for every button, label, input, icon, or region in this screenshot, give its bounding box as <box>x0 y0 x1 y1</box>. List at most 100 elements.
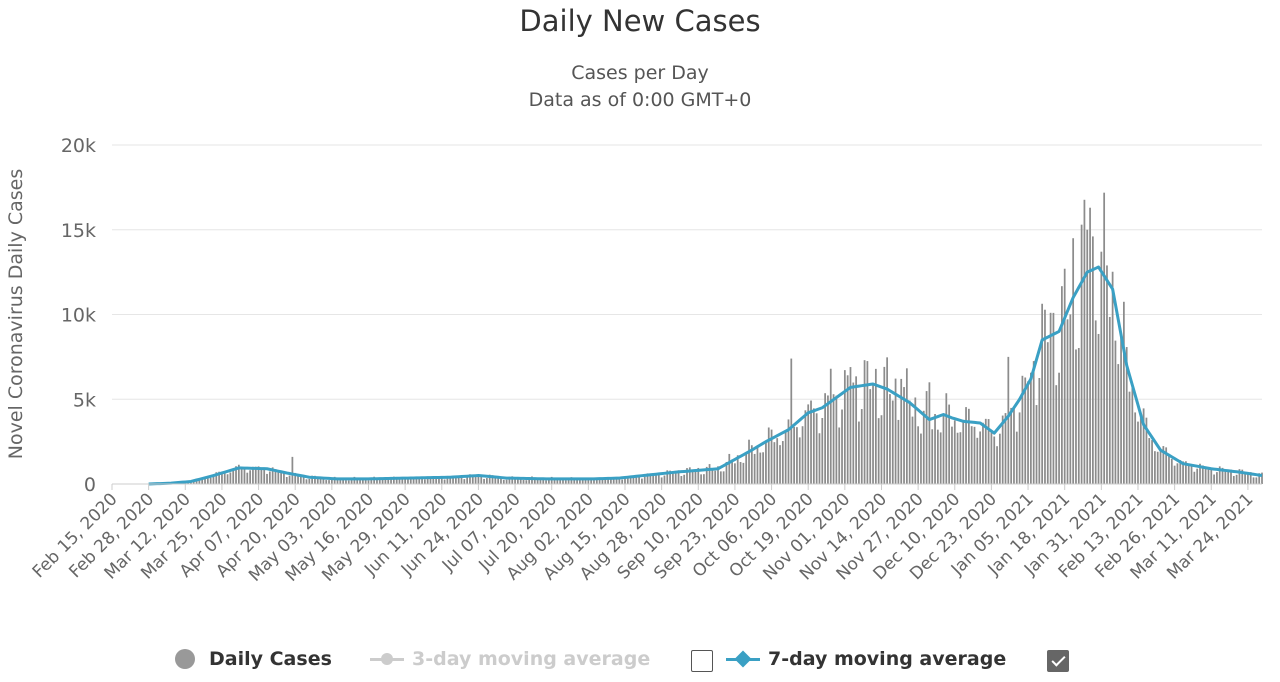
daily-case-bar <box>1148 438 1151 484</box>
daily-case-bar <box>903 387 905 484</box>
daily-case-bar <box>376 477 378 484</box>
daily-case-bar <box>252 466 254 484</box>
daily-case-bar <box>488 474 491 484</box>
three-day-average-checkbox[interactable] <box>691 650 713 672</box>
daily-case-bar <box>378 479 381 484</box>
daily-case-bar <box>319 478 322 484</box>
daily-case-bar <box>601 479 604 484</box>
daily-case-bar <box>373 476 376 484</box>
daily-case-bar <box>655 473 657 484</box>
daily-case-bar <box>1100 251 1103 484</box>
daily-case-bar <box>750 445 753 484</box>
daily-case-bar <box>1201 465 1204 484</box>
daily-case-bar <box>1086 229 1089 484</box>
daily-case-bar <box>412 476 415 484</box>
daily-case-bar <box>1156 451 1159 484</box>
y-axis-label: Novel Coronavirus Daily Cases <box>5 169 27 460</box>
daily-case-bar <box>305 479 308 484</box>
daily-case-bar <box>1187 463 1190 484</box>
daily-case-bar <box>838 427 841 484</box>
daily-case-bar <box>742 462 745 484</box>
daily-case-bar <box>221 473 223 484</box>
daily-case-bar <box>1013 408 1015 484</box>
daily-case-bar <box>1001 415 1004 484</box>
daily-case-bar <box>570 477 573 484</box>
daily-case-bar <box>984 418 987 484</box>
daily-case-bar <box>827 395 829 484</box>
daily-case-bar <box>1190 465 1193 484</box>
daily-case-bar <box>753 453 756 484</box>
daily-case-bar <box>1221 467 1224 484</box>
daily-case-bar <box>1249 472 1252 484</box>
daily-case-bar <box>1131 384 1134 484</box>
daily-case-bar <box>612 477 615 484</box>
daily-case-bar <box>525 480 528 484</box>
daily-case-bar <box>559 478 562 484</box>
seven-day-average-line[interactable] <box>148 265 1263 486</box>
daily-case-bar <box>274 469 277 484</box>
chart-subtitle: Cases per Day <box>571 62 709 84</box>
daily-case-bar <box>392 476 395 484</box>
daily-case-bar <box>996 446 998 484</box>
daily-case-bar <box>666 470 669 484</box>
daily-case-bar <box>686 468 688 484</box>
legend: Daily Cases 3-day moving average 7-day m… <box>0 644 1280 674</box>
daily-case-bar <box>812 408 815 484</box>
daily-case-bar <box>263 469 266 484</box>
daily-case-bar <box>367 480 370 484</box>
daily-case-bar <box>1193 471 1196 484</box>
daily-cases-bars[interactable] <box>170 192 1263 485</box>
daily-case-bar <box>987 419 990 484</box>
seven-day-average-checkbox[interactable] <box>1047 650 1069 672</box>
daily-case-bar <box>204 477 206 484</box>
daily-case-bar <box>635 475 638 484</box>
legend-seven-day-label: 7-day moving average <box>768 648 1007 670</box>
daily-case-bar <box>201 479 204 484</box>
daily-case-bar <box>621 479 624 484</box>
daily-case-bar <box>1030 372 1032 484</box>
daily-case-bar <box>832 394 835 484</box>
daily-case-bar <box>452 476 454 484</box>
daily-case-bar <box>401 478 404 484</box>
legend-seven-day-average[interactable]: 7-day moving average <box>726 644 1006 674</box>
daily-case-bar <box>697 467 700 484</box>
daily-case-bar <box>1238 469 1241 484</box>
daily-case-bar <box>347 480 350 484</box>
daily-case-bar <box>460 476 463 484</box>
daily-case-bar <box>843 370 846 484</box>
daily-case-bar <box>736 455 739 484</box>
daily-case-bar <box>192 480 195 484</box>
daily-case-bar <box>235 466 237 484</box>
daily-case-bar <box>976 437 979 484</box>
legend-daily-cases[interactable]: Daily Cases <box>175 644 332 674</box>
daily-case-bar <box>849 367 852 484</box>
daily-case-bar <box>280 471 282 484</box>
daily-case-bar <box>316 478 319 484</box>
daily-case-bar <box>398 478 401 484</box>
daily-case-bar <box>463 479 466 484</box>
daily-case-bar <box>632 475 635 484</box>
daily-case-bar <box>1024 377 1027 484</box>
daily-case-bar <box>1089 207 1091 484</box>
daily-case-bar <box>629 476 632 484</box>
daily-case-bar <box>889 394 891 484</box>
daily-case-bar <box>767 427 770 484</box>
daily-case-bar <box>1111 271 1114 484</box>
daily-case-bar <box>1080 224 1083 485</box>
chart-canvas: Novel Coronavirus Daily Cases 0 5k 10k 15k 2… <box>5 135 1263 586</box>
daily-case-bar <box>1092 236 1094 484</box>
daily-case-bar <box>573 478 576 484</box>
legend-three-day-average[interactable]: 3-day moving average <box>370 644 650 674</box>
daily-case-bar <box>483 478 485 484</box>
daily-case-bar <box>624 478 626 484</box>
daily-case-bar <box>590 477 593 484</box>
daily-case-bar <box>429 477 432 484</box>
daily-case-bar <box>1199 463 1201 484</box>
daily-case-bar <box>1055 385 1058 484</box>
daily-case-bar <box>804 410 807 484</box>
daily-case-bar <box>212 475 215 484</box>
daily-case-bar <box>350 478 353 484</box>
daily-case-bar <box>1128 391 1131 484</box>
daily-case-bar <box>457 476 460 484</box>
daily-case-bar <box>1196 468 1199 484</box>
